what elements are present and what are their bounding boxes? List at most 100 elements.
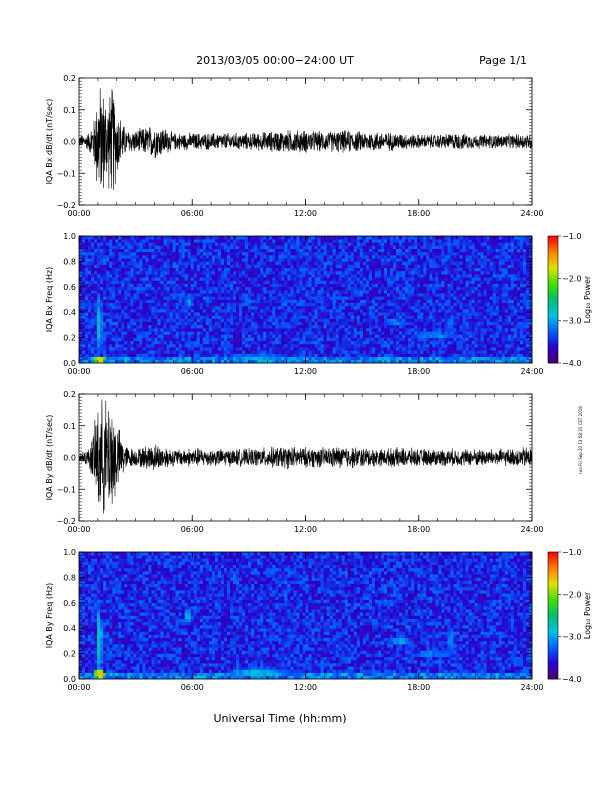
heat-cell [272,340,276,345]
heat-cell [133,248,137,253]
heat-cell [220,343,225,348]
heat-cell [377,283,382,288]
heat-cell [187,334,192,338]
heat-cell [275,293,279,297]
heat-cell [260,245,264,249]
heat-cell [438,340,442,345]
heat-cell [91,299,95,303]
heat-cell [217,267,222,272]
heat-cell [187,343,192,348]
heat-cell [371,283,376,288]
heat-cell [296,324,300,329]
heat-cell [202,318,207,323]
heat-cell [299,296,303,300]
heat-cell [242,334,246,338]
heat-cell [94,245,98,249]
heat-cell [130,328,134,332]
heat-cell [109,343,113,348]
heat-cell [381,331,385,335]
heat-cell [281,274,285,278]
heat-cell [387,321,391,326]
heat-cell [145,239,149,243]
heat-cell [359,293,364,297]
heat-cell [260,283,264,288]
heat-cell [133,302,137,307]
heat-cell [356,261,361,265]
heat-cell [381,270,385,275]
heat-cell [393,299,397,303]
heat-cell [163,324,167,329]
heat-cell [248,337,252,342]
heat-cell [408,248,412,253]
heat-cell [97,347,101,351]
heat-cell [441,309,445,313]
heat-cell [154,321,158,326]
heat-cell [187,236,192,240]
heat-cell [296,270,300,275]
header-title: 2013/03/05 00:00−24:00 UT [196,54,354,67]
heat-cell [311,293,315,297]
heat-cell [205,280,210,284]
heat-cell [347,251,352,256]
heat-cell [323,334,327,338]
heat-cell [233,302,237,307]
heat-cell [344,356,349,361]
heat-cell [124,340,128,345]
heat-cell [236,299,240,303]
heat-cell [272,309,276,313]
heat-cell [332,356,336,361]
heat-cell [272,343,276,348]
heat-cell [287,239,291,243]
heat-cell [181,309,185,313]
heat-cell [438,318,442,323]
heat-cell [236,245,240,249]
heat-cell [260,267,264,272]
heat-cell [254,293,258,297]
heat-cell [82,289,86,294]
heat-cell [82,251,86,256]
heat-cell [187,315,192,319]
heat-cell [405,337,409,342]
heat-cell [187,264,192,269]
heat-cell [79,296,83,300]
heat-cell [106,324,110,329]
heat-cell [359,309,364,313]
heat-cell [109,318,113,323]
heat-cell [350,321,355,326]
heat-cell [390,245,394,249]
heat-cell [154,296,158,300]
heat-cell [353,353,358,357]
heat-cell [169,255,173,259]
heat-cell [211,236,216,240]
heat-cell [371,264,376,269]
heat-cell [371,236,376,240]
heat-cell [347,267,352,272]
heat-cell [223,340,228,345]
heat-cell [85,343,89,348]
heat-cell [242,315,246,319]
heat-cell [178,321,182,326]
heat-cell [384,356,388,361]
heat-cell [368,270,373,275]
heat-cell [181,270,185,275]
heat-cell [272,296,276,300]
heat-cell [260,350,264,354]
heat-cell [374,283,379,288]
heat-cell [245,245,249,249]
heat-cell [341,277,346,281]
heat-cell [438,293,442,297]
heat-cell [217,334,222,338]
heat-cell [441,359,445,364]
heat-cell [411,331,415,335]
heat-cell [429,280,433,284]
heat-cell [236,331,240,335]
heat-cell [172,334,176,338]
heat-cell [109,356,113,361]
heat-cell [97,267,101,272]
heat-cell [230,289,234,294]
heat-cell [127,302,131,307]
heat-cell [296,267,300,272]
heat-cell [205,350,210,354]
heat-cell [148,280,152,284]
heat-cell [293,302,297,307]
